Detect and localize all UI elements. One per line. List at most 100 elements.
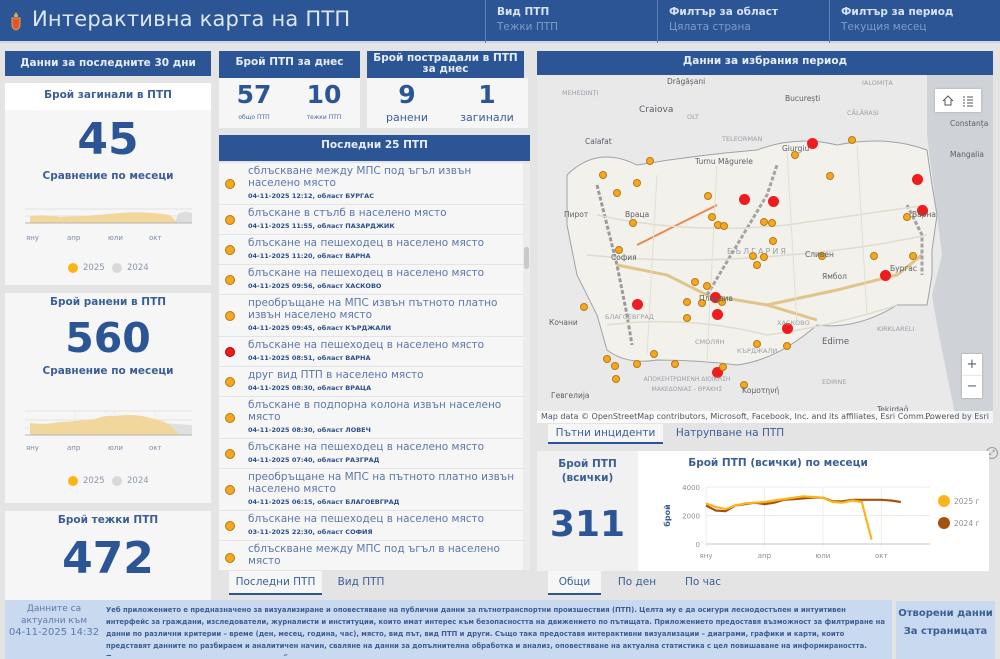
accident-list-item[interactable]: блъскане на пешеходец в населено място 04…	[219, 235, 530, 265]
severe-accident-map-marker[interactable]	[781, 322, 793, 334]
accident-map-marker[interactable]	[633, 179, 641, 187]
accident-map-marker[interactable]	[903, 213, 911, 221]
accident-map-marker[interactable]	[718, 298, 726, 306]
map-label-turnu-magurele: Turnu Măgurele	[695, 157, 753, 166]
legend-marker-2025-г[interactable]	[938, 495, 950, 507]
tab-accident-density[interactable]: Натрупване на ПТП	[675, 427, 785, 439]
accident-list-item[interactable]: сблъскване между МПС под ъгъл извън насе…	[219, 163, 530, 205]
accident-map-marker[interactable]	[870, 252, 878, 260]
last25-scrollbar-thumb[interactable]	[524, 247, 529, 269]
last25-list[interactable]: сблъскване между МПС под ъгъл извън насе…	[219, 163, 530, 570]
accident-list-item[interactable]: блъскане в стълб в населено място 04-11-2…	[219, 205, 530, 235]
severe-accident-map-marker[interactable]	[711, 366, 723, 378]
monthly-chart-title: Брой ПТП (всички) по месеци	[688, 457, 868, 469]
legend-marker-2024-г[interactable]	[938, 517, 950, 529]
killed-legend-2025[interactable]: 2025	[68, 263, 105, 273]
accident-list-item[interactable]: блъскане на пешеходец в населено място 04…	[219, 439, 530, 469]
severe-accident-map-marker[interactable]	[767, 195, 779, 207]
accident-map-marker[interactable]	[603, 355, 611, 363]
severe-accident-map-marker[interactable]	[806, 137, 818, 149]
tab-accident-type[interactable]: Вид ПТП	[337, 576, 385, 588]
filter-accident-type[interactable]: Вид ПТП Тежки ПТП	[485, 0, 659, 43]
injured-legend-2024[interactable]: 2024	[112, 476, 149, 486]
accident-list-item[interactable]: блъскане на пешеходец в населено място 04…	[219, 265, 530, 295]
accident-meta: 04-11-2025 08:51, област ВАРНА	[248, 354, 371, 362]
accident-map-marker[interactable]	[633, 360, 641, 368]
accident-map-marker[interactable]	[683, 314, 691, 322]
accident-map-marker[interactable]	[704, 192, 712, 200]
accident-list-item[interactable]: блъскане на пешеходец в населено място 03…	[219, 511, 530, 541]
severe-accident-map-marker[interactable]	[631, 298, 643, 310]
accident-list-item[interactable]: преобръщане на МПС на пътното платно изв…	[219, 469, 530, 511]
accident-map-marker[interactable]	[753, 261, 761, 269]
accident-map-marker[interactable]	[720, 222, 728, 230]
accident-list-item[interactable]: друг вид ПТП в населено място 04-11-2025 …	[219, 367, 530, 397]
accident-map-marker[interactable]	[580, 303, 588, 311]
accident-map-marker[interactable]	[760, 218, 768, 226]
accident-map-marker[interactable]	[719, 363, 727, 371]
tab-by-day[interactable]: По ден	[617, 576, 657, 588]
severe-accident-map-marker[interactable]	[709, 291, 721, 303]
filter-region[interactable]: Филтър за област Цялата страна	[657, 0, 829, 43]
accident-map-marker[interactable]	[791, 151, 799, 159]
accident-list-item[interactable]: блъскане в подпорна колона извън населен…	[219, 397, 530, 439]
injured-legend-2025[interactable]: 2025	[68, 476, 105, 486]
accident-map[interactable]: Drăgășani Craiova București Constanța Ma…	[537, 75, 993, 423]
accident-map-marker[interactable]	[909, 252, 917, 260]
map-label-kardzhali: КЪРДЖАЛИ	[737, 347, 778, 355]
zoom-in-button[interactable]: +	[962, 354, 982, 376]
accident-map-marker[interactable]	[671, 360, 679, 368]
accident-map-marker[interactable]	[703, 282, 711, 290]
accident-map-marker[interactable]	[769, 237, 777, 245]
accident-map-marker[interactable]	[629, 219, 637, 227]
map-label-edirne: Edirne	[822, 337, 850, 347]
accident-map-marker[interactable]	[708, 213, 716, 221]
severe-accident-map-marker[interactable]	[738, 193, 750, 205]
accident-map-marker[interactable]	[818, 252, 826, 260]
accident-meta: 04-11-2025 09:45, област КЪРДЖАЛИ	[248, 324, 392, 332]
accident-map-marker[interactable]	[848, 136, 856, 144]
accident-map-marker[interactable]	[749, 252, 757, 260]
accident-map-marker[interactable]	[783, 342, 791, 350]
powered-by-esri[interactable]: Powered by Esri	[925, 412, 989, 421]
tab-overall[interactable]: Общи	[548, 571, 601, 595]
accident-map-marker[interactable]	[611, 362, 619, 370]
accident-map-marker[interactable]	[698, 299, 706, 307]
home-icon[interactable]	[942, 95, 954, 106]
accident-map-marker[interactable]	[768, 219, 776, 227]
accident-map-marker[interactable]	[612, 375, 620, 383]
accident-marker-icon	[225, 275, 235, 285]
severe-accident-map-marker[interactable]	[911, 173, 923, 185]
severe-accident-map-marker[interactable]	[711, 308, 723, 320]
accident-map-marker[interactable]	[691, 278, 699, 286]
tab-road-incidents[interactable]: Пътни инциденти	[548, 424, 663, 444]
open-data-link[interactable]: Отворени данни	[898, 608, 993, 619]
severe-accident-map-marker[interactable]	[879, 269, 891, 281]
accident-map-marker[interactable]	[760, 253, 768, 261]
accident-map-marker[interactable]	[683, 298, 691, 306]
severe-accident-map-marker[interactable]	[916, 204, 928, 216]
accident-list-item[interactable]: блъскане на пешеходец в населено място 04…	[219, 337, 530, 367]
accident-map-marker[interactable]	[826, 172, 834, 180]
accident-map-marker[interactable]	[650, 350, 658, 358]
accident-list-item[interactable]: преобръщане на МПС извън пътното платно …	[219, 295, 530, 337]
legend-list-icon[interactable]	[963, 96, 973, 107]
accident-list-item[interactable]: сблъскване между МПС под ъгъл в населено…	[219, 541, 530, 570]
tab-last-accidents[interactable]: Последни ПТП	[229, 571, 322, 595]
footer-panel: Данните са актуални към 04-11-2025 14:32…	[5, 600, 892, 659]
zoom-out-button[interactable]: −	[962, 376, 982, 398]
accident-map-marker[interactable]	[613, 189, 621, 197]
accident-description: преобръщане на МПС извън пътното платно …	[248, 297, 498, 321]
accident-map-marker[interactable]	[753, 340, 761, 348]
last25-scrollbar[interactable]	[523, 163, 530, 570]
tab-by-hour[interactable]: По час	[684, 576, 722, 588]
accident-map-marker[interactable]	[740, 381, 748, 389]
killed-card: Брой загинали в ПТП 45 Сравнение по месе…	[5, 83, 211, 285]
today-severe-label: тежки ПТП	[306, 114, 342, 121]
filter-period[interactable]: Филтър за период Текущия месец	[829, 0, 1000, 43]
accident-map-marker[interactable]	[646, 157, 654, 165]
killed-legend-2024[interactable]: 2024	[112, 263, 149, 273]
accident-map-marker[interactable]	[615, 246, 623, 254]
about-page-link[interactable]: За страницата	[903, 626, 988, 637]
accident-map-marker[interactable]	[599, 171, 607, 179]
